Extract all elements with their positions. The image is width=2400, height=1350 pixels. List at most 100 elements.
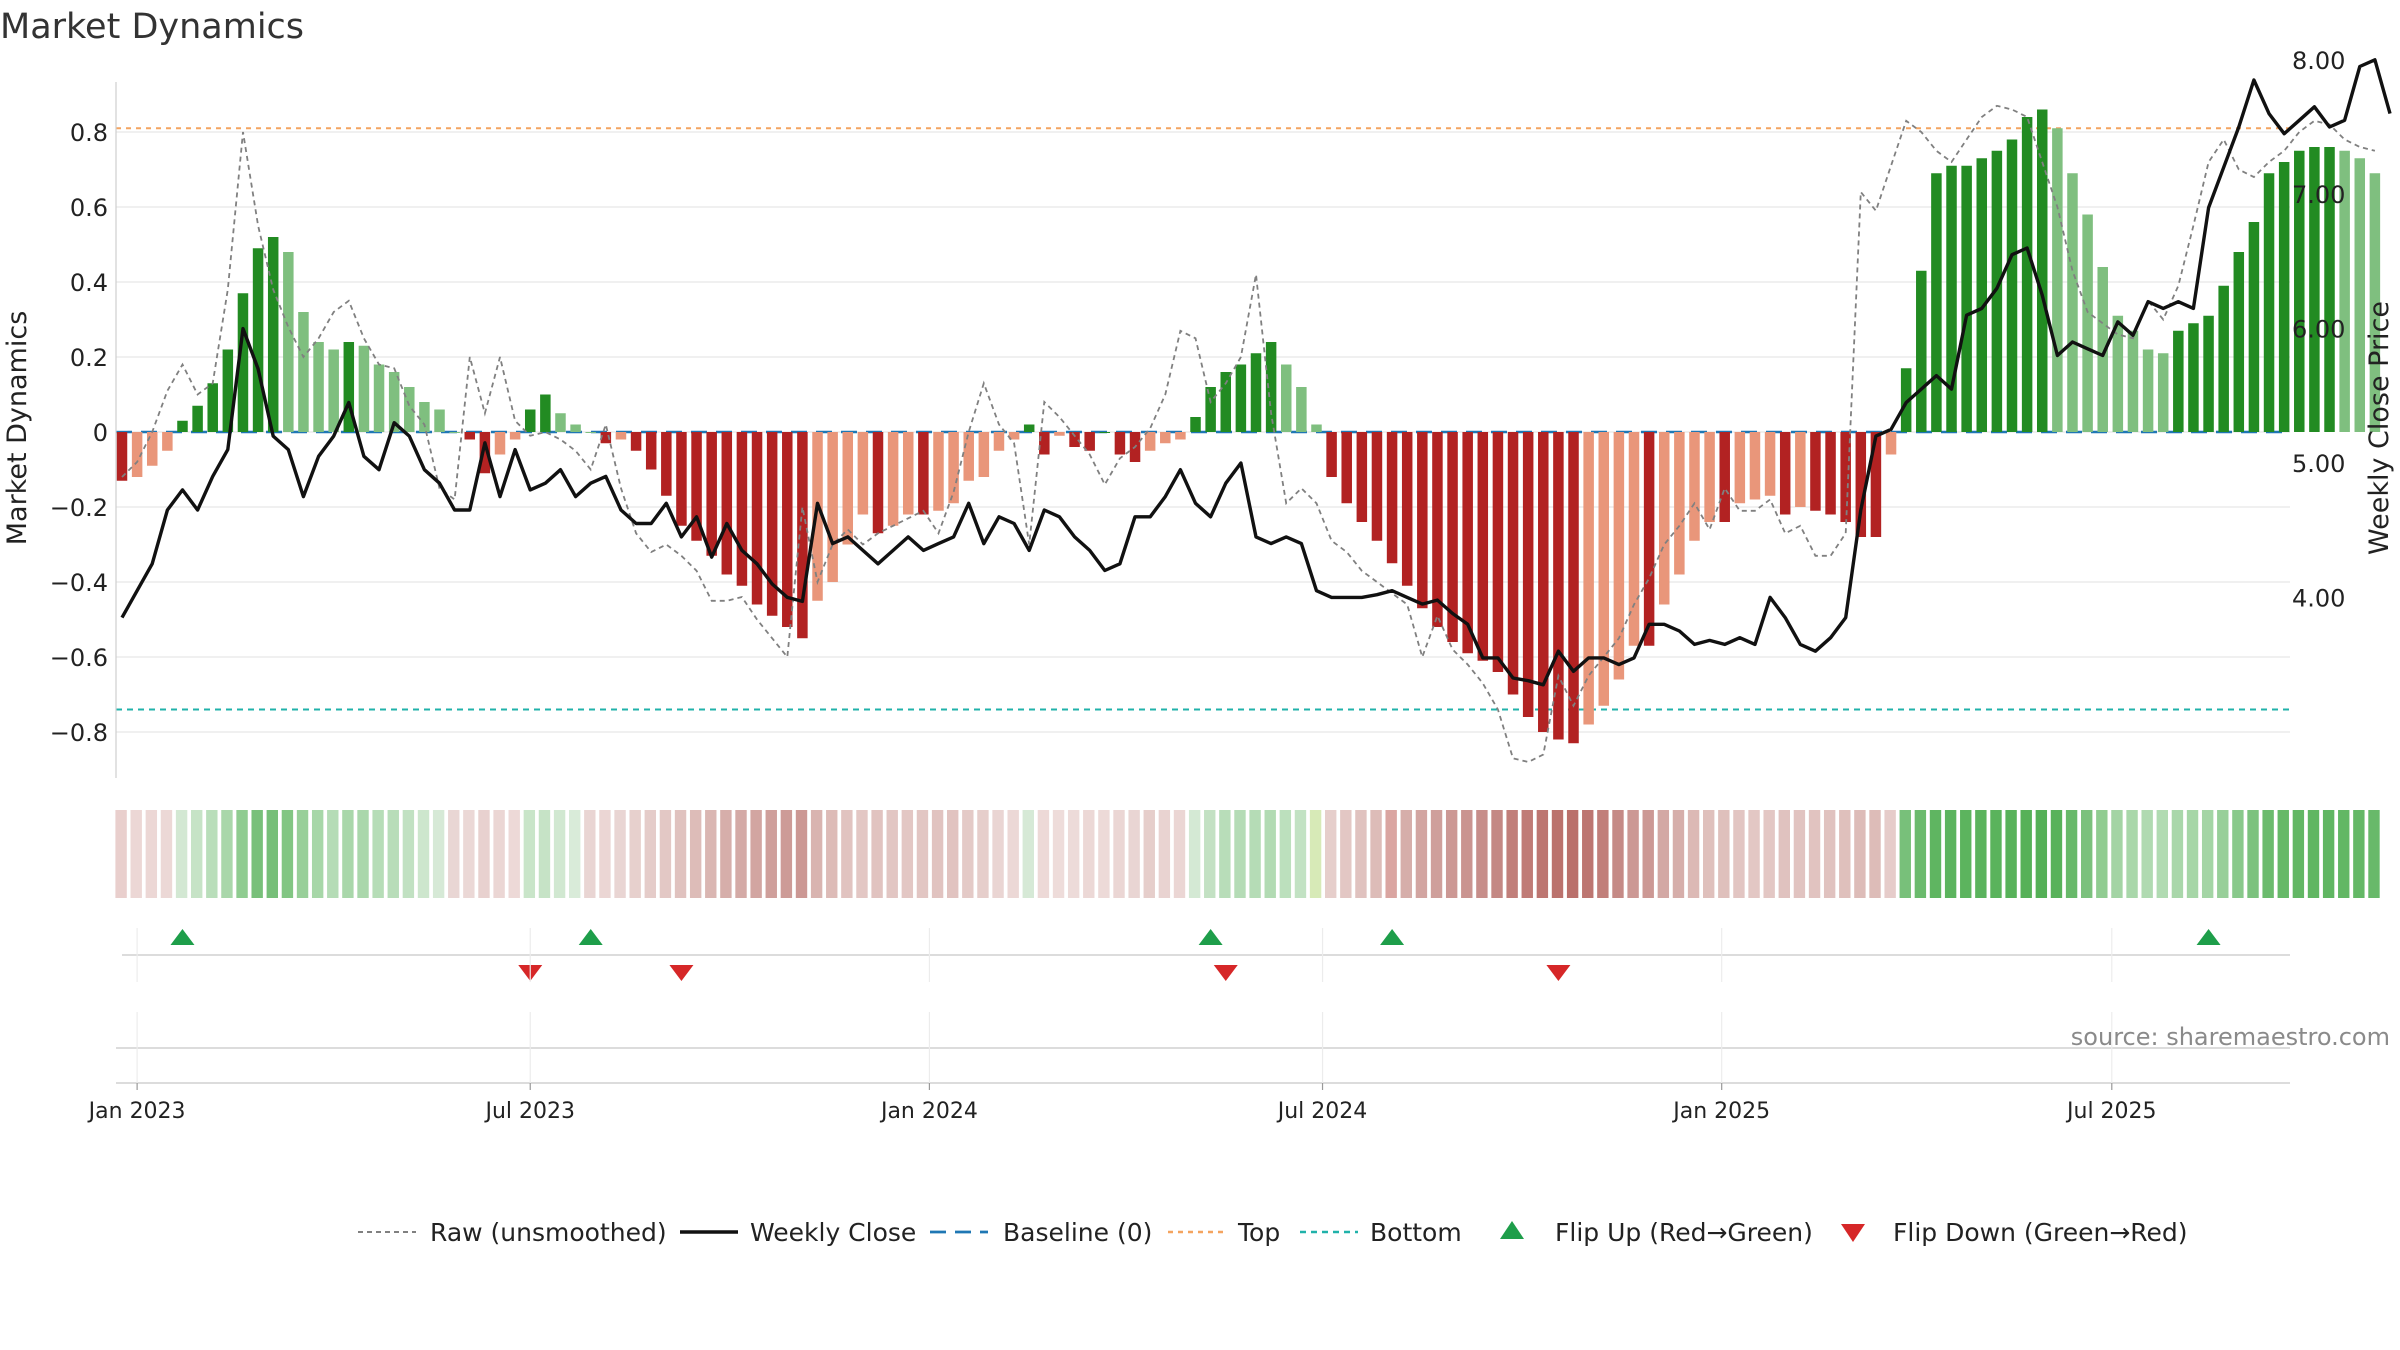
bar <box>2278 162 2290 432</box>
bar <box>464 432 476 440</box>
heat-cell <box>1098 810 1110 898</box>
heat-cell <box>175 810 188 898</box>
heat-cell <box>1657 810 1670 898</box>
heat-cell <box>1158 810 1171 898</box>
heat-cell <box>765 810 777 898</box>
bar <box>2112 315 2124 432</box>
raw-line <box>121 104 2376 763</box>
heat-cell <box>1385 810 1397 898</box>
bar <box>1583 432 1594 725</box>
heat-cell <box>1219 810 1231 898</box>
heat-cell <box>1461 810 1473 898</box>
bar <box>116 432 128 481</box>
y-tick-label: 0 <box>93 419 108 447</box>
heat-cell <box>1325 810 1337 898</box>
bar <box>1704 432 1715 522</box>
heat-cell <box>1627 810 1639 898</box>
legend-label: Baseline (0) <box>1003 1218 1152 1247</box>
heat-cell <box>115 810 127 898</box>
bar <box>676 432 687 526</box>
heat-cell <box>629 810 641 898</box>
bar <box>721 432 733 575</box>
heat-cell <box>281 810 294 898</box>
heat-cell <box>1597 810 1609 898</box>
x-tick-label: Jan 2023 <box>87 1099 186 1124</box>
heat-cell <box>1703 810 1715 898</box>
x-tick-label: Jul 2024 <box>1276 1099 1368 1124</box>
bar <box>615 432 627 440</box>
bar <box>131 432 143 477</box>
bar <box>2203 315 2214 432</box>
heat-cell <box>2232 810 2244 898</box>
bar <box>313 342 324 432</box>
y2-tick-label: 7.00 <box>2292 181 2345 209</box>
heat-cell <box>1415 810 1428 898</box>
heat-cell <box>463 810 475 898</box>
y-tick-label: −0.8 <box>50 719 108 747</box>
heat-cell <box>1914 810 1927 898</box>
heat-cell <box>1370 810 1382 898</box>
heat-cell <box>1476 810 1488 898</box>
bar <box>2127 330 2139 432</box>
heat-cell <box>2126 810 2138 898</box>
y-tick-label: 0.4 <box>70 269 108 297</box>
bar <box>1054 432 1065 436</box>
bar <box>509 432 521 440</box>
bar <box>1039 432 1050 455</box>
bar <box>1840 432 1851 522</box>
heat-cell <box>1718 810 1730 898</box>
heat-cell <box>2338 810 2350 898</box>
heat-cell <box>2005 810 2017 898</box>
bar <box>555 413 566 432</box>
bar <box>1810 432 1821 511</box>
axes: 0.8 0.6 0.4 0.2 0 −0.2 −0.4 −0.6 −0.8 8.00 7.00 6.0… <box>50 47 2345 778</box>
heat-cell <box>1839 810 1851 898</box>
heat-cell <box>2081 810 2093 898</box>
bar <box>328 349 339 432</box>
bar <box>2097 267 2108 432</box>
bar <box>1341 432 1352 504</box>
bar <box>948 432 959 504</box>
bar <box>1144 432 1156 451</box>
bar <box>1976 158 1988 432</box>
heat-cell <box>795 810 808 898</box>
heat-cell <box>659 810 672 898</box>
heat-cell <box>1173 810 1186 898</box>
bar <box>540 394 551 432</box>
bar <box>1749 432 1761 500</box>
bar <box>2067 173 2078 432</box>
bar <box>252 248 264 432</box>
bar <box>1084 432 1095 451</box>
bar <box>298 312 309 432</box>
heat-cell <box>327 810 339 898</box>
bar <box>933 432 944 511</box>
heat-cell <box>251 810 263 898</box>
heat-cell <box>2186 810 2199 898</box>
heat-cell <box>644 810 656 898</box>
y2-tick-label: 6.00 <box>2292 316 2345 344</box>
heat-cell <box>1854 810 1866 898</box>
bar <box>2036 109 2048 432</box>
bar <box>2173 330 2184 432</box>
heat-cell <box>1309 810 1322 898</box>
heat-cell <box>1294 810 1307 898</box>
heat-cell <box>1400 810 1412 898</box>
bar <box>1326 432 1337 477</box>
bar <box>146 432 158 466</box>
flip-up-marker <box>1198 929 1223 945</box>
heat-cell <box>841 810 853 898</box>
heat-cell <box>342 810 354 898</box>
heat-cell <box>1536 810 1549 898</box>
bar <box>645 432 657 470</box>
heat-cell <box>1491 810 1503 898</box>
heat-cell <box>569 810 581 898</box>
bar-series <box>116 109 2381 744</box>
bar <box>373 364 385 432</box>
legend-label: Flip Up (Red→Green) <box>1555 1218 1813 1247</box>
bar <box>1507 432 1519 695</box>
bar <box>1538 432 1549 732</box>
heat-cell <box>735 810 747 898</box>
heat-cell <box>1430 810 1443 898</box>
chart-title: Market Dynamics <box>0 7 304 47</box>
heat-cell <box>1960 810 1972 898</box>
